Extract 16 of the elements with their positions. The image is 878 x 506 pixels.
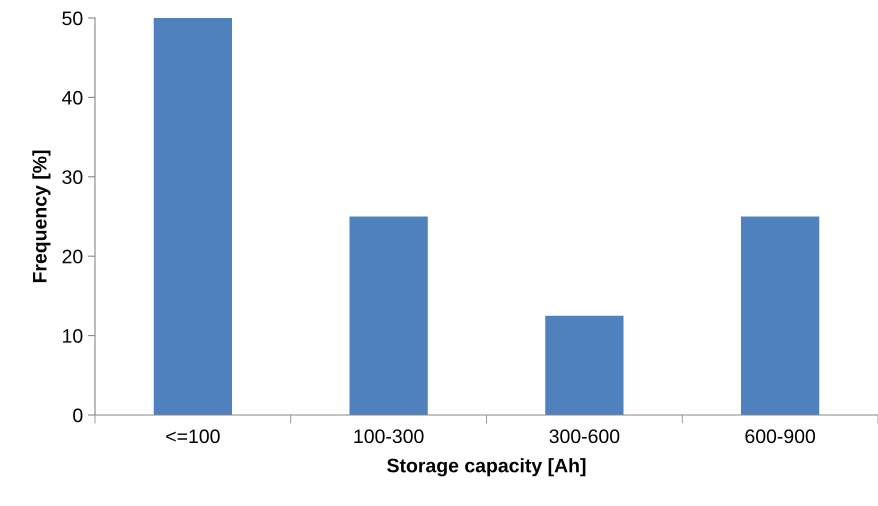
bar: [545, 316, 624, 415]
x-tick-label: <=100: [166, 429, 220, 444]
y-tick-label: 50: [62, 11, 82, 26]
y-axis-title: Frequency [%]: [32, 150, 50, 282]
bar: [349, 216, 428, 415]
x-axis-title: Storage capacity [Ah]: [387, 458, 586, 476]
x-tick-label: 600-900: [745, 429, 816, 444]
y-tick-label: 0: [73, 408, 82, 422]
y-tick-label: 30: [62, 170, 82, 184]
bar: [154, 18, 232, 415]
y-tick-label: 40: [62, 90, 82, 105]
y-tick-label: 10: [63, 329, 82, 343]
x-tick-label: 100-300: [354, 429, 424, 444]
y-tick-label: 20: [62, 250, 82, 264]
bar: [740, 216, 820, 415]
x-tick-label: 300-600: [549, 429, 620, 444]
